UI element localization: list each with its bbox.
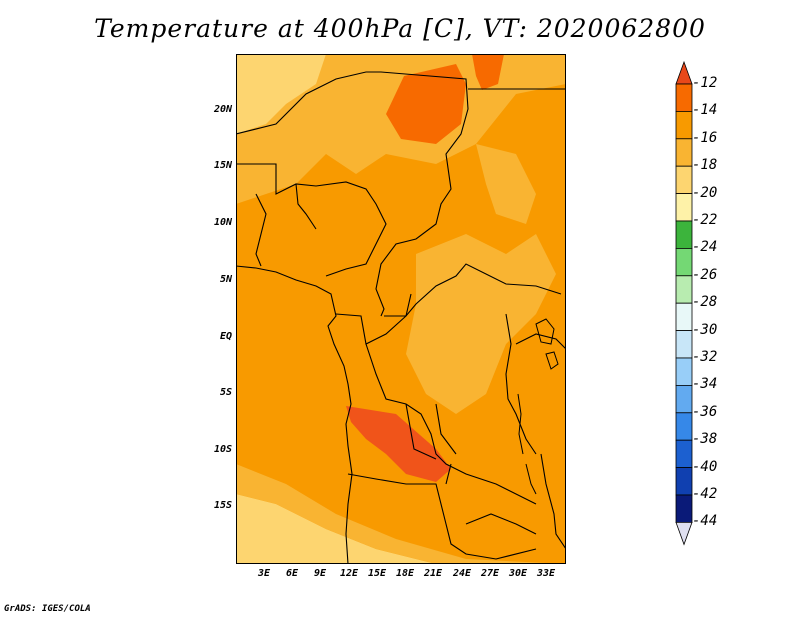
- colorbar-swatch: [675, 439, 693, 469]
- colorbar-swatch: [675, 247, 693, 277]
- colorbar-swatch: [675, 357, 693, 386]
- colorbar-swatch: [675, 384, 693, 414]
- colorbar-swatch: [675, 220, 693, 249]
- colorbar-level-label: -32: [692, 349, 718, 365]
- colorbar-swatch: [675, 302, 693, 331]
- temperature-field-warm-northeast: [472, 54, 504, 90]
- colorbar-level-label: -44: [692, 513, 718, 530]
- colorbar-swatch: [675, 467, 693, 496]
- colorbar-level-label: -28: [692, 294, 718, 311]
- lat-label-20n: 20N: [213, 104, 232, 115]
- lat-label-5s: 5S: [219, 387, 232, 398]
- map-frame: [236, 54, 566, 564]
- lat-label-10s: 10S: [213, 444, 232, 455]
- colorbar-level-label: -14: [692, 102, 718, 119]
- temperature-field-light-east: [476, 144, 536, 224]
- credit-label: GrADS: IGES/COLA: [4, 604, 91, 614]
- temperature-field-warm-angola: [346, 406, 451, 482]
- colorbar-swatch: [675, 494, 693, 523]
- lon-label-9e: 9E: [313, 568, 327, 579]
- colorbar-level-label: -42: [692, 486, 718, 502]
- lat-label-5n: 5N: [219, 274, 232, 285]
- lakes: [517, 318, 559, 495]
- lon-label-27e: 27E: [480, 568, 500, 579]
- colorbar-level-label: -22: [692, 212, 718, 228]
- colorbar-level-label: -34: [692, 376, 718, 393]
- lon-label-24e: 24E: [452, 568, 472, 579]
- colorbar: [675, 60, 693, 546]
- temperature-field-light-central: [406, 234, 556, 414]
- colorbar-level-label: -40: [692, 458, 718, 475]
- colorbar-level-label: -20: [692, 184, 718, 201]
- colorbar-level-label: -12: [692, 75, 718, 91]
- lon-label-12e: 12E: [339, 568, 359, 579]
- temperature-field-pale-northwest: [236, 54, 326, 134]
- colorbar-level-label: -26: [692, 266, 718, 283]
- lat-label-15s: 15S: [213, 500, 232, 511]
- temperature-field-light-southwest: [236, 464, 566, 564]
- lon-label-6e: 6E: [285, 568, 299, 579]
- colorbar-level-label: -30: [692, 321, 718, 338]
- map-title: Temperature at 400hPa [C], VT: 202006280…: [94, 14, 706, 43]
- colorbar-level-label: -16: [692, 129, 718, 146]
- colorbar-swatch: [675, 193, 693, 222]
- lat-label-eq: EQ: [219, 331, 232, 342]
- map-panel: [236, 54, 566, 564]
- temperature-field-warm-north: [386, 64, 466, 144]
- colorbar-swatch: [675, 165, 693, 194]
- colorbar-swatch: [675, 111, 693, 140]
- colorbar-level-label: -24: [692, 239, 718, 256]
- colorbar-swatch: [675, 330, 693, 359]
- lon-label-15e: 15E: [367, 568, 387, 579]
- lon-label-3e: 3E: [257, 568, 271, 579]
- lat-label-10n: 10N: [213, 217, 232, 228]
- colorbar-level-label: -36: [692, 403, 718, 420]
- lon-label-18e: 18E: [395, 568, 415, 579]
- colorbar-top-triangle: [675, 60, 693, 85]
- colorbar-swatch: [675, 275, 693, 304]
- lon-label-30e: 30E: [508, 568, 528, 579]
- lon-label-33e: 33E: [536, 568, 556, 579]
- temperature-map: [236, 54, 566, 564]
- colorbar-swatch: [675, 138, 693, 167]
- colorbar-bottom-triangle: [675, 521, 693, 546]
- political-borders: [236, 71, 566, 564]
- lat-label-15n: 15N: [213, 160, 232, 171]
- temperature-field-pale-southwest: [236, 494, 436, 564]
- colorbar-level-label: -18: [692, 157, 718, 174]
- colorbar-swatch: [675, 412, 693, 441]
- colorbar-swatch: [675, 83, 693, 112]
- lon-label-21e: 21E: [423, 568, 443, 579]
- colorbar-level-label: -38: [692, 431, 718, 448]
